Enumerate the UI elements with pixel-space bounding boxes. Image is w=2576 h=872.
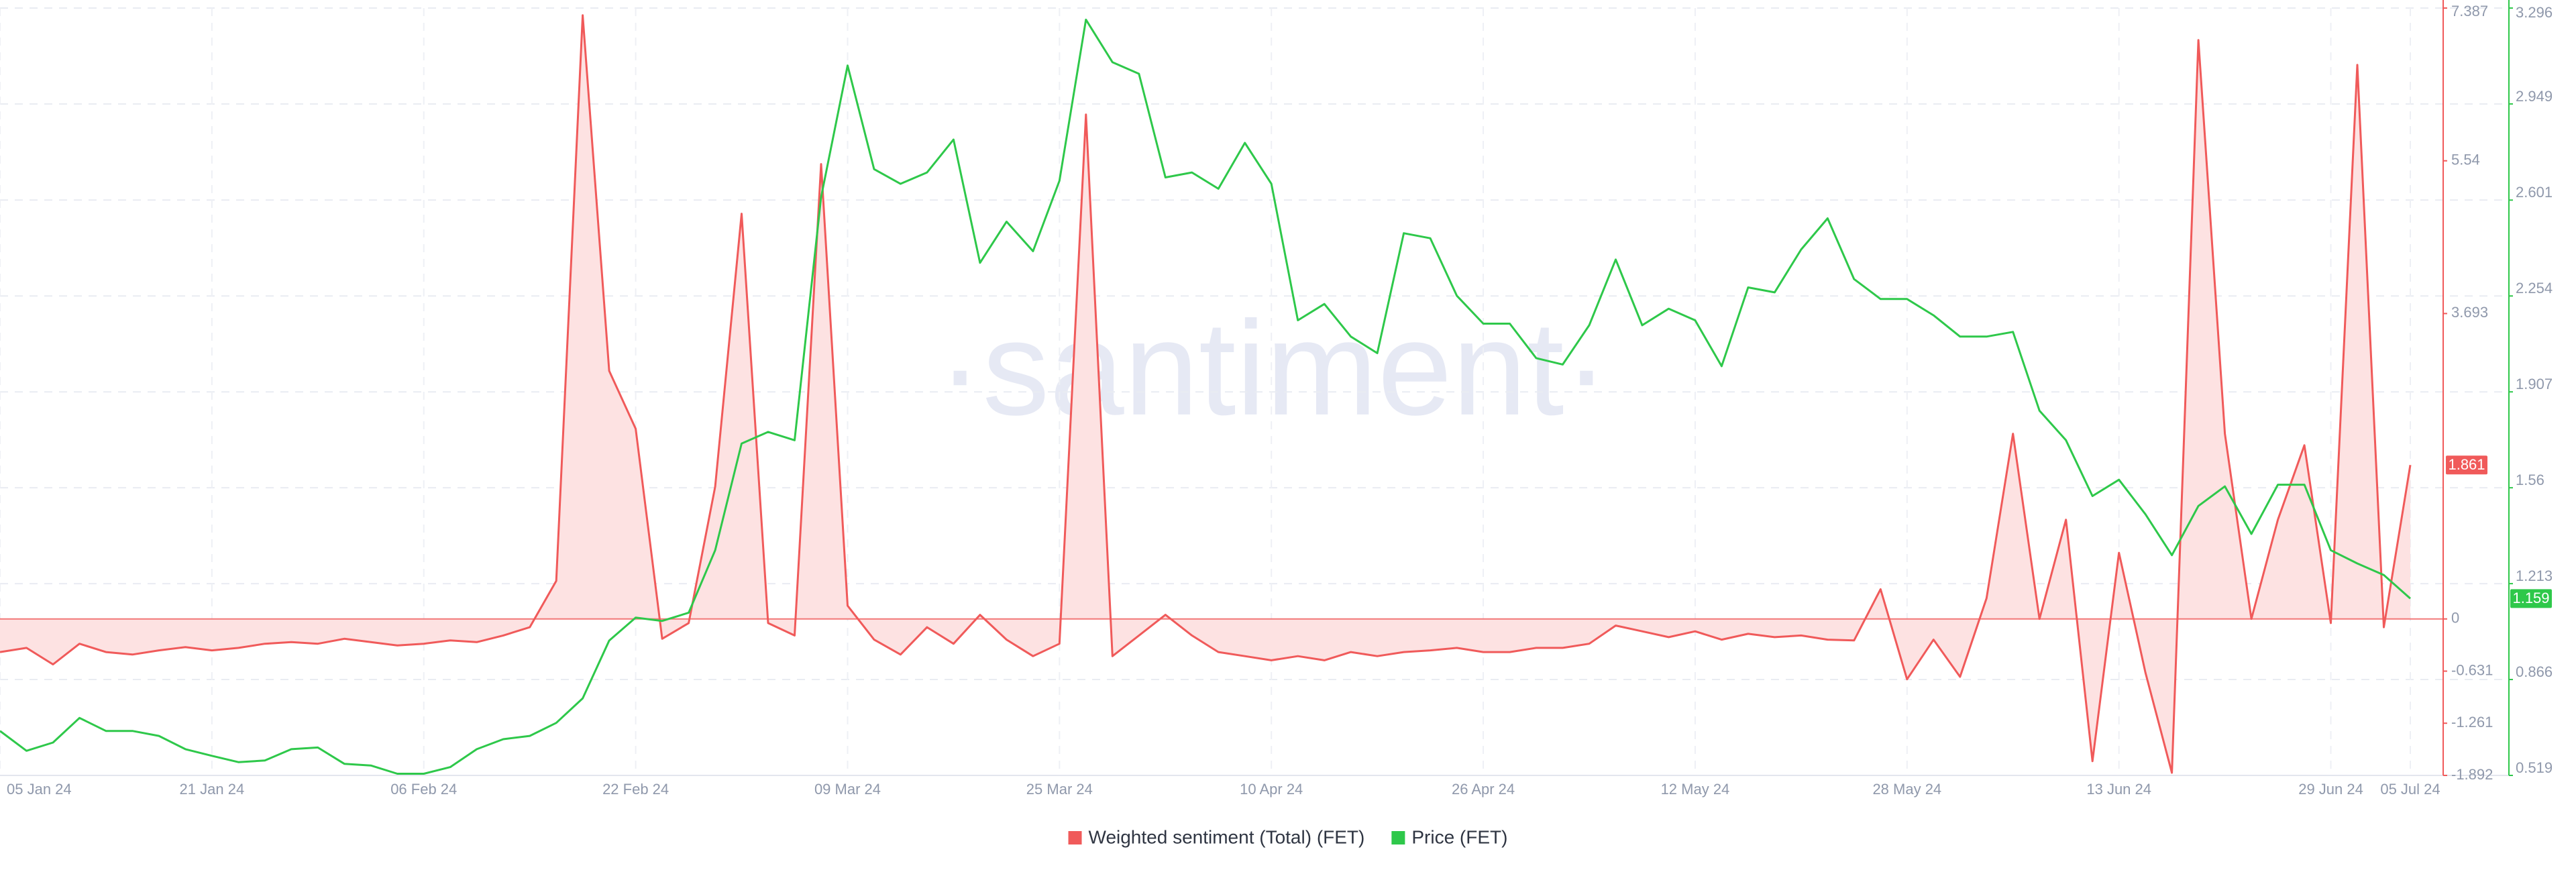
area [0,15,2410,773]
series-line [0,18,2411,775]
x-tick-label: 26 Apr 24 [1452,781,1515,798]
y2-tick-label: 0.866 [2516,663,2553,680]
last-value-label: 1.861 [2448,456,2485,473]
y-tick-label: 5.54 [2451,152,2480,168]
y-tick-label: 0 [2451,610,2459,626]
x-tick-label: 10 Apr 24 [1240,781,1303,798]
legend-label: Price (FET) [1411,826,1507,847]
x-tick-label: 13 Jun 24 [2086,781,2151,798]
y2-tick-label: 1.907 [2516,376,2553,392]
watermark: ·santiment· [938,294,1609,443]
x-tick-label: 12 May 24 [1661,781,1730,798]
legend-label: Weighted sentiment (Total) (FET) [1089,826,1365,847]
legend-swatch [1391,831,1405,844]
y-tick-label: -0.631 [2451,661,2493,678]
x-tick-label: 21 Jan 24 [180,781,245,798]
y2-tick-label: 0.519 [2516,759,2553,776]
y2-tick-label: 1.213 [2516,567,2553,584]
x-tick-label: 25 Mar 24 [1026,781,1093,798]
x-tick-label: 22 Feb 24 [602,781,669,798]
x-tick-label: 28 May 24 [1872,781,1941,798]
y-tick-label: 7.387 [2451,3,2488,19]
y2-tick-label: 1.56 [2516,472,2544,488]
last-value-label: 1.159 [2512,590,2549,606]
last-value-box [2446,455,2487,475]
y-tick-label: -1.261 [2451,714,2493,730]
x-tick-label: 29 Jun 24 [2298,781,2363,798]
x-tick-label: 05 Jul 24 [2380,781,2440,798]
y2-tick-label: 2.601 [2516,184,2553,201]
x-tick-label: 05 Jan 24 [7,781,72,798]
x-tick-label: 06 Feb 24 [390,781,457,798]
last-value-box [2510,589,2552,608]
y2-tick-label: 2.254 [2516,280,2553,296]
legend-swatch [1068,831,1082,844]
y-tick-label: 3.693 [2451,304,2488,321]
y2-tick-label: 2.949 [2516,88,2553,105]
y2-tick-label: 3.296 [2516,4,2553,21]
y-tick-label: -1.892 [2451,766,2493,783]
series-line [0,14,2412,774]
x-tick-label: 09 Mar 24 [814,781,881,798]
